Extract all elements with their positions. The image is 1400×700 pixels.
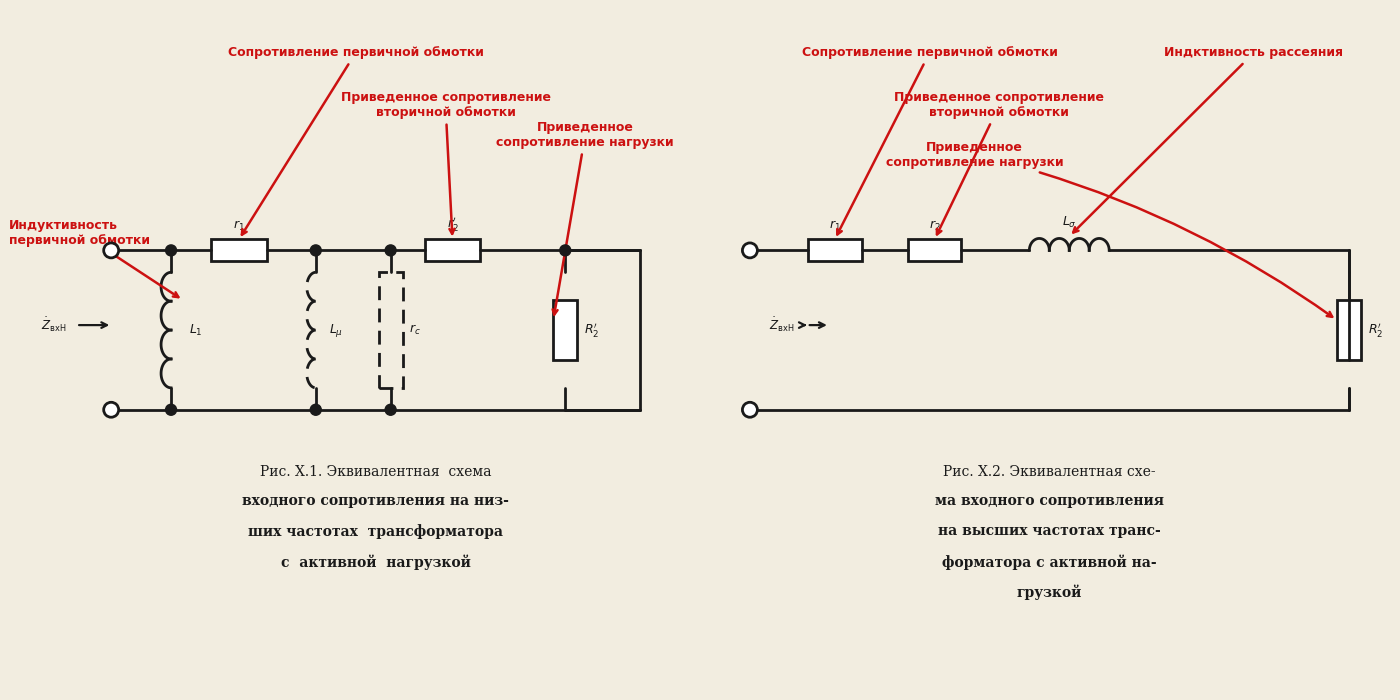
Text: Индктивность рассеяния: Индктивность рассеяния [1074,46,1344,232]
Text: входного сопротивления на низ-: входного сопротивления на низ- [242,494,510,508]
Circle shape [311,245,321,256]
Circle shape [385,245,396,256]
Text: грузкой: грузкой [1016,584,1082,600]
Text: $L_1$: $L_1$ [189,323,203,337]
Text: $r_1$: $r_1$ [829,219,840,234]
Text: Рис. X.2. Эквивалентная схе-: Рис. X.2. Эквивалентная схе- [944,465,1155,479]
Text: Сопротивление первичной обмотки: Сопротивление первичной обмотки [802,46,1057,234]
Text: ших частотах  трансформатора: ших частотах трансформатора [248,524,503,539]
Circle shape [385,405,396,415]
FancyBboxPatch shape [1337,300,1361,360]
FancyBboxPatch shape [907,239,962,261]
FancyBboxPatch shape [553,300,577,360]
Text: Приведенное
сопротивление нагрузки: Приведенное сопротивление нагрузки [886,141,1333,317]
Text: $r_1$: $r_1$ [232,219,245,234]
Text: $R_2'$: $R_2'$ [1368,321,1383,339]
Text: $\dot{Z}_{\rm вхН}$: $\dot{Z}_{\rm вхН}$ [41,316,66,335]
Bar [378,272,403,388]
Circle shape [311,405,321,415]
Text: ма входного сопротивления: ма входного сопротивления [935,494,1163,508]
Text: $L_\sigma$: $L_\sigma$ [1063,216,1077,230]
Text: с  активной  нагрузкой: с активной нагрузкой [281,554,470,570]
Text: Приведенное
сопротивление нагрузки: Приведенное сопротивление нагрузки [497,121,673,314]
Circle shape [560,245,571,256]
Text: $r_2$: $r_2$ [928,219,941,234]
Text: Рис. X.1. Эквивалентная  схема: Рис. X.1. Эквивалентная схема [260,465,491,479]
Text: Индуктивность
первичной обмотки: Индуктивность первичной обмотки [10,218,178,297]
Circle shape [165,405,176,415]
FancyBboxPatch shape [211,239,267,261]
Circle shape [742,402,757,417]
Circle shape [165,245,176,256]
Circle shape [104,402,119,417]
Text: на высших частотах транс-: на высших частотах транс- [938,524,1161,538]
Circle shape [742,243,757,258]
Text: $\dot{Z}_{\rm вхН}$: $\dot{Z}_{\rm вхН}$ [769,316,795,335]
FancyBboxPatch shape [808,239,861,261]
Text: $L_\mu$: $L_\mu$ [329,321,343,339]
FancyBboxPatch shape [424,239,480,261]
Text: форматора с активной на-: форматора с активной на- [942,554,1156,570]
Text: Приведенное сопротивление
вторичной обмотки: Приведенное сопротивление вторичной обмо… [895,91,1105,234]
Text: $R_2'$: $R_2'$ [584,321,599,339]
Text: Приведенное сопротивление
вторичной обмотки: Приведенное сопротивление вторичной обмо… [340,91,550,234]
Circle shape [104,243,119,258]
Text: Сопротивление первичной обмотки: Сопротивление первичной обмотки [228,46,483,234]
Text: $r_c$: $r_c$ [409,323,420,337]
Text: $r_2'$: $r_2'$ [447,216,458,234]
